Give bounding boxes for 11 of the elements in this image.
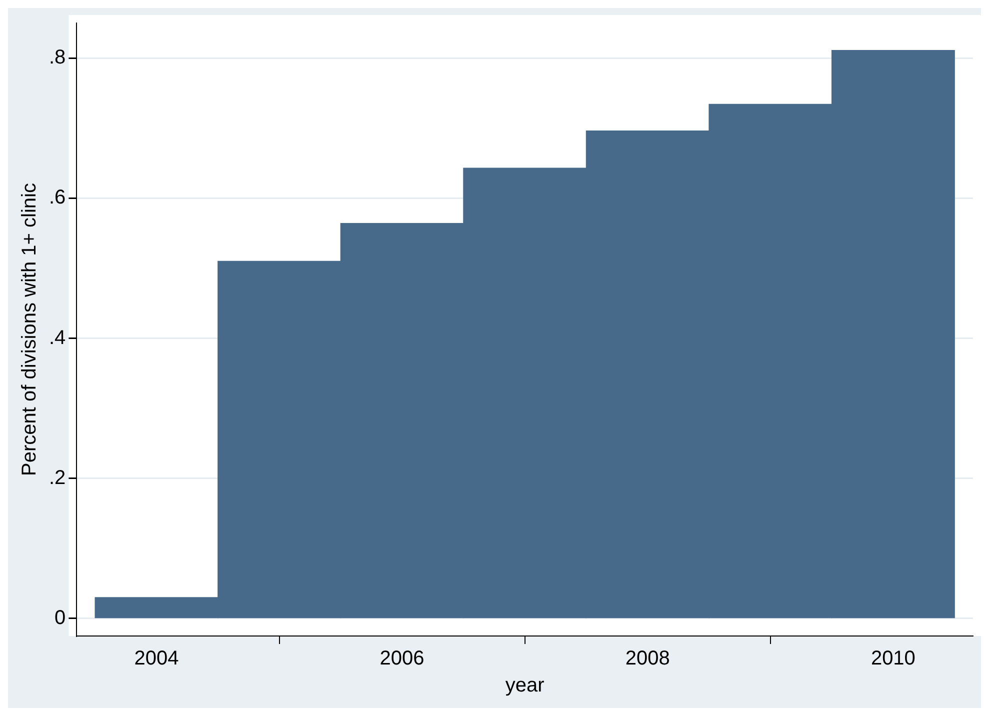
y-axis-title: Percent of divisions with 1+ clinic <box>18 183 41 476</box>
y-tick-label: .4 <box>48 326 66 349</box>
x-tick-label: 2008 <box>625 648 670 670</box>
y-tick-label: .2 <box>48 466 66 489</box>
x-tick-label: 2004 <box>134 648 179 670</box>
x-tick-label: 2010 <box>870 648 916 670</box>
x-axis-title: year <box>505 674 545 697</box>
y-tick-label: 0 <box>54 607 66 629</box>
y-tick-label: .6 <box>48 186 66 209</box>
x-tick-label: 2006 <box>380 648 424 670</box>
y-tick-label: .8 <box>48 46 66 69</box>
